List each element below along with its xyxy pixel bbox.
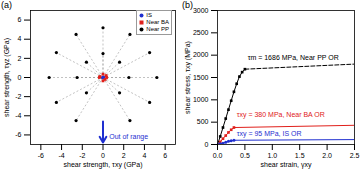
svg-text:-6: -6 bbox=[38, 152, 44, 159]
svg-text:6: 6 bbox=[18, 16, 22, 23]
svg-text:0: 0 bbox=[18, 74, 22, 81]
svg-text:shear strength, τxy (GPa): shear strength, τxy (GPa) bbox=[63, 161, 142, 169]
svg-text:3000: 3000 bbox=[193, 7, 209, 14]
svg-text:Out of range: Out of range bbox=[109, 133, 148, 141]
svg-text:1000: 1000 bbox=[193, 96, 209, 103]
svg-text:1500: 1500 bbox=[193, 74, 209, 81]
svg-text:0.5: 0.5 bbox=[240, 152, 250, 159]
svg-text:shear strength, τyz (GPa): shear strength, τyz (GPa) bbox=[3, 38, 11, 117]
svg-text:1.5: 1.5 bbox=[295, 152, 305, 159]
svg-text:1.0: 1.0 bbox=[267, 152, 277, 159]
svg-text:4: 4 bbox=[142, 152, 146, 159]
svg-text:-4: -4 bbox=[58, 152, 64, 159]
svg-text:2000: 2000 bbox=[193, 51, 209, 58]
svg-text:τm = 1686 MPa, Near PP OR: τm = 1686 MPa, Near PP OR bbox=[248, 54, 339, 61]
svg-text:-4: -4 bbox=[15, 112, 21, 119]
svg-text:4: 4 bbox=[18, 35, 22, 42]
svg-text:2.5: 2.5 bbox=[350, 152, 360, 159]
html-text:(b): (b) bbox=[182, 0, 193, 10]
html-text:IS: IS bbox=[146, 12, 152, 18]
svg-text:2: 2 bbox=[122, 152, 126, 159]
svg-text:-2: -2 bbox=[79, 152, 85, 159]
svg-text:0: 0 bbox=[101, 152, 105, 159]
svg-text:shear stress, τxy (MPa): shear stress, τxy (MPa) bbox=[184, 41, 192, 114]
html-text:Near BA: Near BA bbox=[146, 19, 169, 25]
svg-text:0: 0 bbox=[205, 141, 209, 148]
svg-text:τxy = 95 MPa, IS OR: τxy = 95 MPa, IS OR bbox=[237, 130, 302, 138]
html-text:(a): (a) bbox=[1, 0, 12, 10]
svg-text:-2: -2 bbox=[15, 93, 21, 100]
svg-text:τxy = 380 MPa, Near BA OR: τxy = 380 MPa, Near BA OR bbox=[237, 111, 325, 119]
svg-text:2: 2 bbox=[18, 55, 22, 62]
svg-text:0.0: 0.0 bbox=[213, 152, 223, 159]
svg-text:500: 500 bbox=[197, 118, 209, 125]
svg-text:2500: 2500 bbox=[193, 29, 209, 36]
html-text:Near PP: Near PP bbox=[146, 26, 169, 32]
svg-text:shear strain, γxy: shear strain, γxy bbox=[261, 161, 312, 169]
svg-text:-6: -6 bbox=[15, 131, 21, 138]
svg-text:2.0: 2.0 bbox=[322, 152, 332, 159]
svg-text:6: 6 bbox=[163, 152, 167, 159]
